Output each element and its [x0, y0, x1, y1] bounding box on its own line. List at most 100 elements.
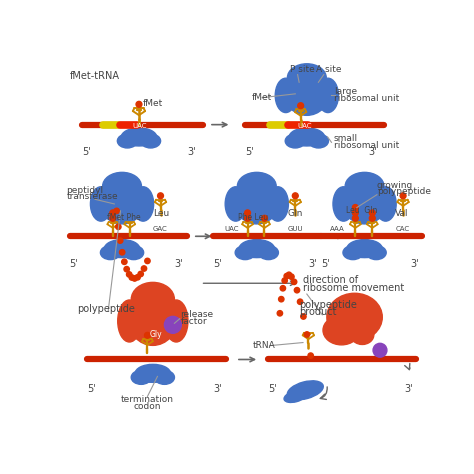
Circle shape	[118, 238, 123, 243]
Text: 3': 3'	[188, 147, 196, 157]
Ellipse shape	[284, 391, 307, 402]
Circle shape	[282, 278, 287, 283]
Circle shape	[145, 332, 150, 338]
Text: release: release	[181, 310, 214, 319]
Ellipse shape	[333, 187, 354, 221]
Text: AAA: AAA	[330, 226, 345, 232]
Text: 5': 5'	[87, 384, 96, 394]
Text: termination: termination	[121, 395, 174, 404]
Circle shape	[294, 288, 300, 293]
Text: 5': 5'	[213, 259, 222, 269]
Text: 3': 3'	[174, 259, 183, 269]
Text: Leu  Gln: Leu Gln	[346, 206, 377, 215]
Text: growing: growing	[377, 181, 413, 190]
Text: product: product	[299, 307, 337, 317]
Ellipse shape	[225, 187, 246, 221]
Circle shape	[119, 250, 125, 255]
Ellipse shape	[131, 283, 174, 316]
Text: transferase: transferase	[66, 192, 118, 201]
Ellipse shape	[267, 187, 288, 221]
Circle shape	[292, 193, 298, 199]
Circle shape	[284, 273, 290, 279]
Ellipse shape	[375, 187, 396, 221]
Ellipse shape	[103, 173, 141, 200]
Circle shape	[245, 210, 250, 216]
Ellipse shape	[345, 173, 384, 200]
Text: fMet: fMet	[143, 99, 163, 108]
Text: 5': 5'	[268, 384, 277, 394]
Ellipse shape	[141, 134, 161, 148]
Circle shape	[245, 215, 250, 221]
Ellipse shape	[235, 246, 255, 260]
Circle shape	[352, 205, 358, 210]
Ellipse shape	[318, 78, 338, 112]
Circle shape	[286, 272, 292, 277]
Circle shape	[308, 353, 313, 358]
Text: CAC: CAC	[395, 226, 410, 232]
Text: ribosomal unit: ribosomal unit	[334, 94, 399, 103]
Circle shape	[136, 101, 142, 107]
Text: 5': 5'	[321, 259, 329, 269]
Ellipse shape	[100, 178, 145, 224]
Ellipse shape	[100, 246, 120, 260]
Ellipse shape	[342, 178, 387, 224]
Text: 5': 5'	[82, 147, 91, 157]
Ellipse shape	[237, 173, 276, 200]
Circle shape	[110, 215, 116, 221]
Text: UAC: UAC	[298, 123, 312, 129]
Text: codon: codon	[134, 402, 161, 411]
Circle shape	[277, 310, 283, 316]
Text: 5': 5'	[245, 147, 254, 157]
Text: polypeptide: polypeptide	[299, 300, 357, 310]
Text: factor: factor	[181, 317, 207, 326]
Text: A site: A site	[316, 65, 342, 74]
Text: fMet Phe: fMet Phe	[107, 212, 140, 221]
Text: 3': 3'	[405, 384, 413, 394]
Ellipse shape	[131, 370, 151, 384]
Ellipse shape	[155, 370, 174, 384]
Circle shape	[116, 224, 121, 229]
Circle shape	[122, 259, 127, 264]
Text: Leu: Leu	[153, 210, 169, 218]
Text: large: large	[334, 87, 357, 96]
Ellipse shape	[284, 70, 329, 115]
Text: Val: Val	[395, 210, 409, 218]
Circle shape	[352, 215, 358, 221]
Circle shape	[158, 193, 164, 199]
Circle shape	[279, 296, 284, 302]
Text: Gly: Gly	[150, 329, 163, 338]
Ellipse shape	[347, 239, 382, 258]
Ellipse shape	[258, 246, 278, 260]
Text: ribosomal unit: ribosomal unit	[334, 141, 399, 150]
Circle shape	[124, 266, 129, 272]
Ellipse shape	[164, 300, 188, 342]
Text: polypeptide: polypeptide	[77, 304, 135, 314]
Circle shape	[132, 276, 137, 281]
Circle shape	[164, 316, 182, 333]
Text: 5': 5'	[70, 259, 78, 269]
Ellipse shape	[366, 246, 386, 260]
Text: GAC: GAC	[153, 226, 168, 232]
Text: UAC: UAC	[133, 123, 147, 129]
Circle shape	[141, 266, 146, 271]
Text: Gln: Gln	[288, 210, 303, 218]
Circle shape	[262, 215, 267, 221]
Ellipse shape	[121, 128, 156, 146]
Ellipse shape	[239, 239, 274, 258]
Circle shape	[304, 332, 310, 337]
Ellipse shape	[287, 381, 323, 400]
Text: fMet-tRNA: fMet-tRNA	[70, 71, 119, 81]
Ellipse shape	[351, 325, 374, 345]
Text: polypeptide: polypeptide	[377, 187, 431, 196]
Circle shape	[292, 279, 297, 284]
Circle shape	[297, 299, 303, 304]
Text: direction of: direction of	[303, 275, 358, 285]
Text: P site: P site	[290, 65, 315, 74]
Text: ribosome movement: ribosome movement	[303, 283, 404, 293]
Ellipse shape	[285, 134, 305, 148]
Text: tRNA: tRNA	[253, 341, 276, 350]
Text: fMet: fMet	[251, 93, 272, 102]
Text: small: small	[334, 134, 358, 143]
Ellipse shape	[289, 128, 325, 146]
Ellipse shape	[309, 134, 328, 148]
